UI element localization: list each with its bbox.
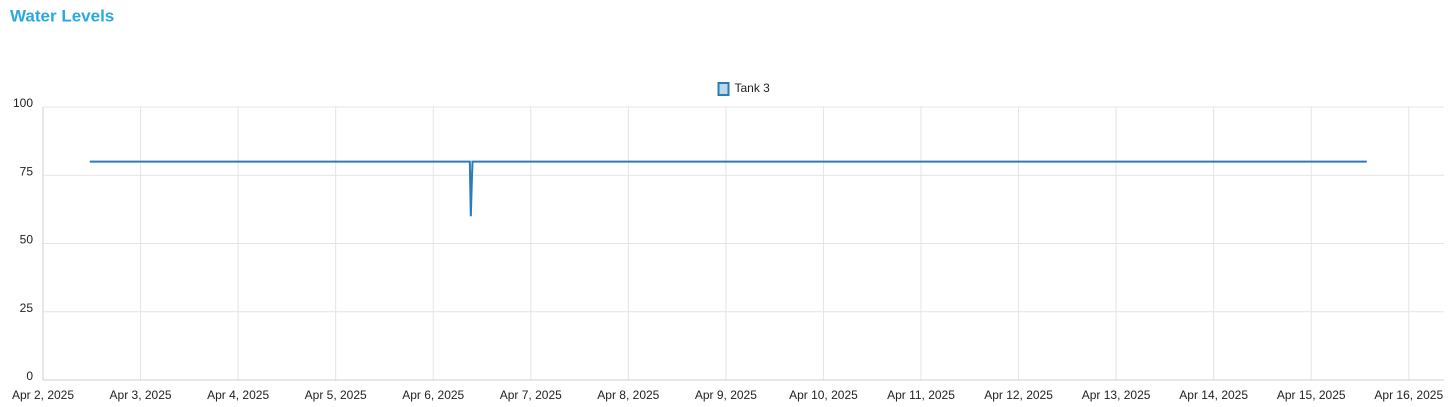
x-tick-label: Apr 4, 2025 — [207, 388, 269, 402]
x-tick-label: Apr 14, 2025 — [1179, 388, 1248, 402]
x-tick-label: Apr 8, 2025 — [597, 388, 659, 402]
legend-swatch — [717, 82, 730, 96]
x-tick-label: Apr 11, 2025 — [887, 388, 955, 402]
x-tick-label: Apr 9, 2025 — [695, 388, 757, 402]
y-tick-label: 100 — [13, 96, 33, 110]
x-tick-label: Apr 3, 2025 — [110, 388, 172, 402]
y-tick-label: 50 — [20, 233, 34, 247]
x-tick-label: Apr 13, 2025 — [1082, 388, 1151, 402]
x-tick-label: Apr 10, 2025 — [789, 388, 858, 402]
legend-label: Tank 3 — [735, 81, 771, 95]
x-tick-label: Apr 2, 2025 — [12, 388, 74, 402]
x-tick-label: Apr 6, 2025 — [402, 388, 464, 402]
x-tick-label: Apr 7, 2025 — [500, 388, 562, 402]
x-tick-label: Apr 15, 2025 — [1277, 388, 1346, 402]
x-tick-label: Apr 5, 2025 — [305, 388, 367, 402]
x-tick-label: Apr 12, 2025 — [984, 388, 1053, 402]
y-tick-label: 75 — [20, 164, 34, 178]
y-tick-label: 25 — [20, 301, 34, 315]
x-tick-label: Apr 16, 2025 — [1374, 388, 1443, 402]
data-line — [89, 160, 1367, 217]
y-tick-label: 0 — [26, 369, 33, 383]
chart-title: Water Levels — [10, 6, 114, 25]
